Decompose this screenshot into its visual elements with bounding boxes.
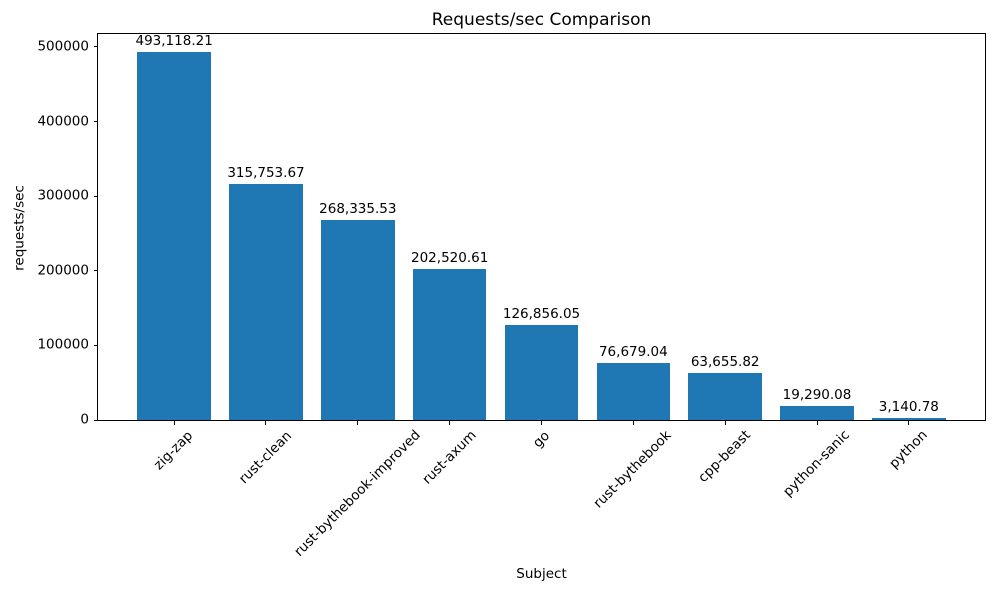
y-tick-label: 0 <box>80 411 89 428</box>
bar-rust-bythebook-improved <box>321 219 395 420</box>
bar-value-label: 493,118.21 <box>135 33 213 50</box>
bar-value-label: 126,856.05 <box>502 306 581 323</box>
x-axis-label: Subject <box>516 566 567 582</box>
x-tick-label: python <box>885 427 931 473</box>
x-tick-label: cpp-beast <box>695 427 754 487</box>
y-tick-label: 500000 <box>37 38 89 55</box>
bar-python-sanic <box>780 405 854 420</box>
bar-value-label: 76,679.04 <box>598 343 668 360</box>
bar-value-label: 202,520.61 <box>411 250 489 267</box>
y-tick-label: 200000 <box>37 262 89 279</box>
bar-value-label: 19,290.08 <box>782 386 852 403</box>
x-tick-mark <box>724 421 726 425</box>
bar-rust-clean <box>229 184 303 420</box>
x-tick-label: rust-bythebook <box>590 427 675 512</box>
y-tick-mark <box>93 270 97 272</box>
x-tick-mark <box>632 421 634 425</box>
x-tick-mark <box>908 421 910 425</box>
bar-value-label: 63,655.82 <box>690 353 760 370</box>
x-tick-mark <box>357 421 359 425</box>
x-tick-label: python-sanic <box>780 427 853 501</box>
y-tick-mark <box>93 419 97 421</box>
bar-value-label: 315,753.67 <box>227 165 305 182</box>
bar-go <box>504 325 579 420</box>
bar-python <box>872 417 946 420</box>
bar-rust-bythebook <box>596 362 671 420</box>
x-tick-label: rust-clean <box>235 427 295 487</box>
x-tick-label: rust-bythebook-improved <box>290 427 424 561</box>
x-tick-mark <box>449 421 451 425</box>
x-tick-mark <box>816 421 818 425</box>
x-tick-label: zig-zap <box>150 427 197 473</box>
x-tick-label: go <box>529 427 553 451</box>
x-tick-mark <box>541 421 542 425</box>
bar-rust-axum <box>412 268 487 420</box>
x-tick-mark <box>173 421 175 425</box>
y-tick-label: 100000 <box>37 336 89 353</box>
x-tick-mark <box>265 421 267 425</box>
y-tick-mark <box>93 46 97 48</box>
y-tick-label: 300000 <box>37 187 89 204</box>
bar-zig-zap <box>137 52 211 420</box>
bar-value-label: 3,140.78 <box>878 398 939 415</box>
y-tick-label: 400000 <box>37 112 89 129</box>
y-tick-mark <box>93 344 97 346</box>
x-tick-label: rust-axum <box>418 427 480 488</box>
y-tick-mark <box>93 195 97 197</box>
y-tick-mark <box>93 121 97 123</box>
bar-value-label: 268,335.53 <box>319 200 397 217</box>
bar-cpp-beast <box>688 372 762 420</box>
chart-title: Requests/sec Comparison <box>431 10 652 30</box>
